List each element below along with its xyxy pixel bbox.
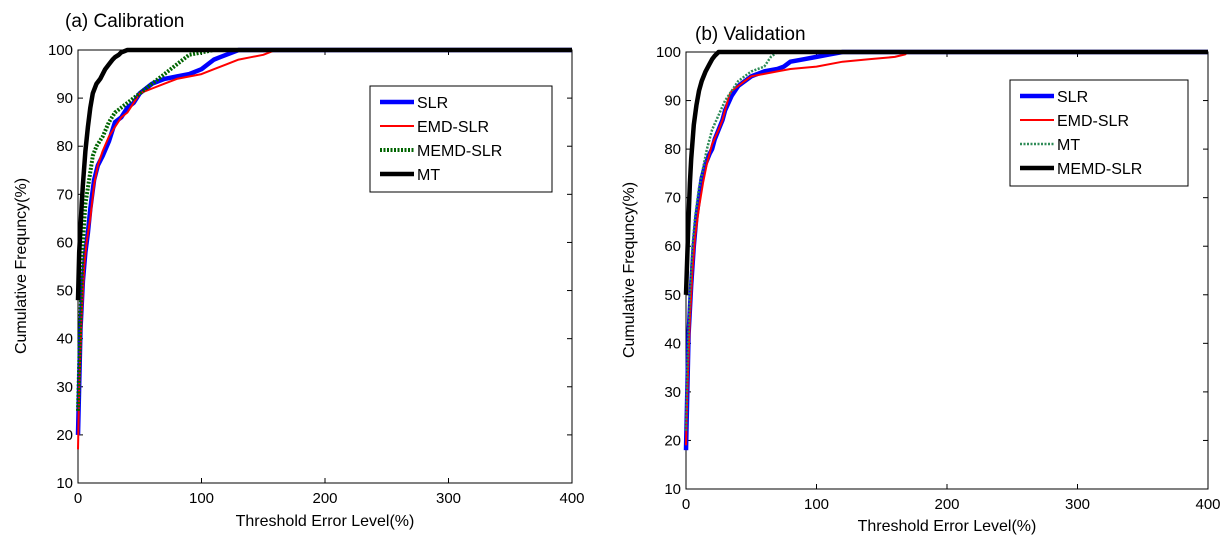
y-tick-label: 30 (56, 379, 73, 396)
y-tick-label: 50 (56, 283, 73, 300)
series-line-emd-slr (77, 49, 572, 450)
x-tick-label: 300 (1065, 496, 1090, 513)
legend-label: MT (417, 167, 440, 184)
legend-items: SLR EMD-SLR MEMD-SLR MT (380, 95, 502, 184)
y-tick-label: 20 (664, 432, 681, 449)
legend: SLR EMD-SLR MT MEMD-SLR (1009, 79, 1189, 187)
y-tick-label: 60 (664, 238, 681, 255)
series-line-mt (75, 47, 572, 301)
legend-label: SLR (1057, 89, 1088, 106)
y-tick-label: 100 (656, 44, 681, 61)
x-axis-label: Threshold Error Level(%) (236, 513, 415, 530)
y-tick-label: 40 (56, 331, 73, 348)
series-group (75, 47, 572, 450)
y-axis-label: Cumulative Frequncy(%) (13, 178, 30, 354)
y-tick-label: 80 (664, 141, 681, 158)
tick-group: 0 100 200 300 400 10 20 30 40 50 60 70 80 90 100 (48, 42, 585, 507)
x-tick-label: 400 (559, 490, 584, 507)
x-tick-label: 0 (682, 496, 690, 513)
series-group (683, 49, 1208, 451)
chart-title: (a) Calibration (65, 11, 184, 32)
x-tick-label: 200 (934, 496, 959, 513)
y-tick-label: 40 (664, 335, 681, 352)
y-tick-label: 100 (48, 42, 73, 59)
legend-label: MEMD-SLR (1057, 161, 1142, 178)
x-tick-label: 400 (1195, 496, 1220, 513)
y-tick-label: 10 (56, 475, 73, 492)
series-line-memd-slr (76, 48, 572, 411)
y-tick-label: 70 (56, 186, 73, 203)
legend: SLR EMD-SLR MEMD-SLR MT (369, 85, 553, 193)
legend-label: EMD-SLR (1057, 113, 1129, 130)
x-axis-label: Threshold Error Level(%) (858, 518, 1037, 535)
tick-group: 0 100 200 300 400 10 20 30 40 50 60 70 80 90 100 (656, 44, 1221, 513)
x-tick-label: 100 (189, 490, 214, 507)
y-axis-label: Cumulative Frequncy(%) (621, 182, 638, 358)
y-tick-label: 50 (664, 287, 681, 304)
legend-items: SLR EMD-SLR MT MEMD-SLR (1020, 89, 1142, 178)
x-tick-label: 200 (312, 490, 337, 507)
legend-label: MT (1057, 137, 1080, 154)
y-tick-label: 90 (56, 90, 73, 107)
legend-label: EMD-SLR (417, 119, 489, 136)
x-tick-label: 0 (74, 490, 82, 507)
series-line-memd-slr (683, 49, 1208, 295)
y-tick-label: 60 (56, 234, 73, 251)
legend-label: MEMD-SLR (417, 143, 502, 160)
y-tick-label: 80 (56, 138, 73, 155)
chart-title: (b) Validation (695, 24, 806, 45)
y-tick-label: 10 (664, 481, 681, 498)
x-tick-label: 300 (436, 490, 461, 507)
x-tick-label: 100 (804, 496, 829, 513)
y-tick-label: 30 (664, 384, 681, 401)
y-tick-label: 20 (56, 427, 73, 444)
panel-validation: (b) Validation 0 100 200 300 400 10 20 30 40 50 60… (621, 24, 1221, 535)
y-tick-label: 90 (664, 93, 681, 110)
panel-calibration: (a) Calibration 0 100 200 300 400 10 20 30 40 50 6… (13, 11, 585, 530)
y-tick-label: 70 (664, 190, 681, 207)
legend-label: SLR (417, 95, 448, 112)
series-line-mt (684, 50, 1208, 431)
